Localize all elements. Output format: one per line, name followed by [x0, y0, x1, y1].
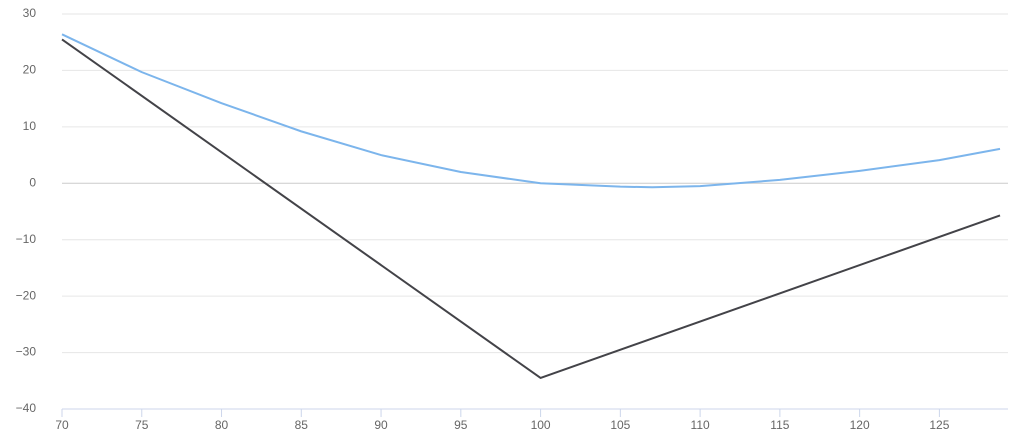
series-line: [61, 33, 1001, 189]
x-tick-label: 75: [135, 418, 149, 432]
series-line: [61, 38, 1001, 379]
x-tick-label: 100: [531, 418, 551, 432]
y-tick-label: −10: [16, 232, 37, 246]
x-tick-label: 105: [610, 418, 630, 432]
y-tick-label: −20: [16, 288, 37, 302]
x-tick-label: 90: [374, 418, 388, 432]
x-tick-label: 110: [691, 418, 710, 432]
x-tick-label: 120: [850, 418, 870, 432]
y-tick-label: 10: [23, 119, 37, 133]
y-tick-label: 20: [23, 63, 37, 77]
x-tick-label: 80: [215, 418, 229, 432]
x-tick-label: 70: [55, 418, 69, 432]
y-tick-label: 0: [29, 175, 36, 189]
y-tick-label: −40: [16, 401, 37, 415]
y-tick-label: −30: [16, 345, 37, 359]
x-tick-label: 115: [770, 418, 789, 432]
x-tick-label: 125: [929, 418, 949, 432]
y-tick-label: 30: [23, 6, 37, 20]
x-tick-label: 95: [454, 418, 468, 432]
x-tick-label: 85: [295, 418, 309, 432]
